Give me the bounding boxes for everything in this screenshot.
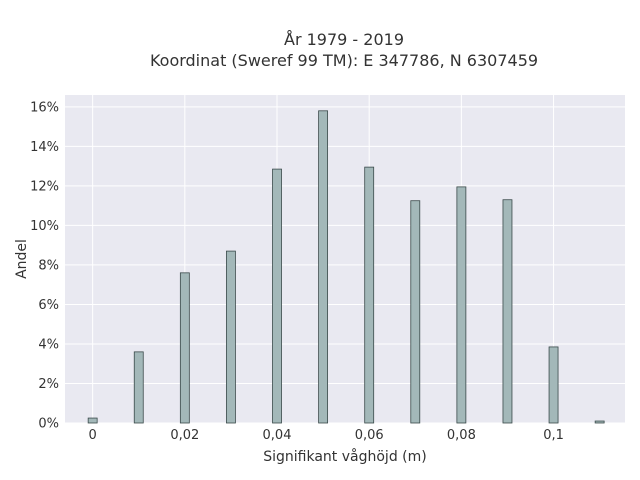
x-tick-label: 0,1: [543, 428, 564, 443]
bar: [318, 110, 329, 424]
y-axis-label: Andel: [14, 239, 30, 279]
x-tick-label: 0,04: [263, 428, 292, 443]
chart-title-line-1: År 1979 - 2019: [284, 30, 404, 49]
bar: [456, 186, 467, 424]
y-tick-label: 16%: [30, 100, 59, 115]
bar: [133, 351, 144, 424]
x-tick-label: 0,02: [170, 428, 199, 443]
x-axis-label: Signifikant våghöjd (m): [263, 448, 426, 465]
y-tick-label: 0%: [38, 417, 59, 432]
y-tick-label: 4%: [38, 337, 59, 352]
x-axis-ticks: 0 0,02 0,04 0,06 0,08 0,1: [89, 428, 564, 443]
y-tick-label: 2%: [38, 377, 59, 392]
bar: [502, 199, 513, 424]
bar: [594, 420, 605, 424]
bar: [226, 250, 236, 424]
x-tick-label: 0,06: [355, 428, 384, 443]
y-tick-label: 12%: [30, 179, 59, 194]
x-tick-label: 0,08: [447, 428, 476, 443]
bar: [87, 417, 98, 424]
y-axis-ticks: 0% 2% 4% 6% 8% 10% 12% 14% 16%: [30, 100, 59, 431]
chart-title-line-2: Koordinat (Sweref 99 TM): E 347786, N 63…: [150, 51, 538, 70]
bar: [179, 272, 190, 424]
y-tick-label: 6%: [38, 298, 59, 313]
bars: [87, 110, 605, 424]
x-tick-label: 0: [89, 428, 97, 443]
bar: [548, 346, 559, 424]
bar: [410, 200, 421, 424]
y-tick-label: 8%: [38, 258, 59, 273]
y-tick-label: 10%: [30, 219, 59, 234]
plot-area: [65, 95, 625, 423]
bar: [272, 168, 282, 424]
bar: [364, 166, 375, 424]
y-tick-label: 14%: [30, 140, 59, 155]
